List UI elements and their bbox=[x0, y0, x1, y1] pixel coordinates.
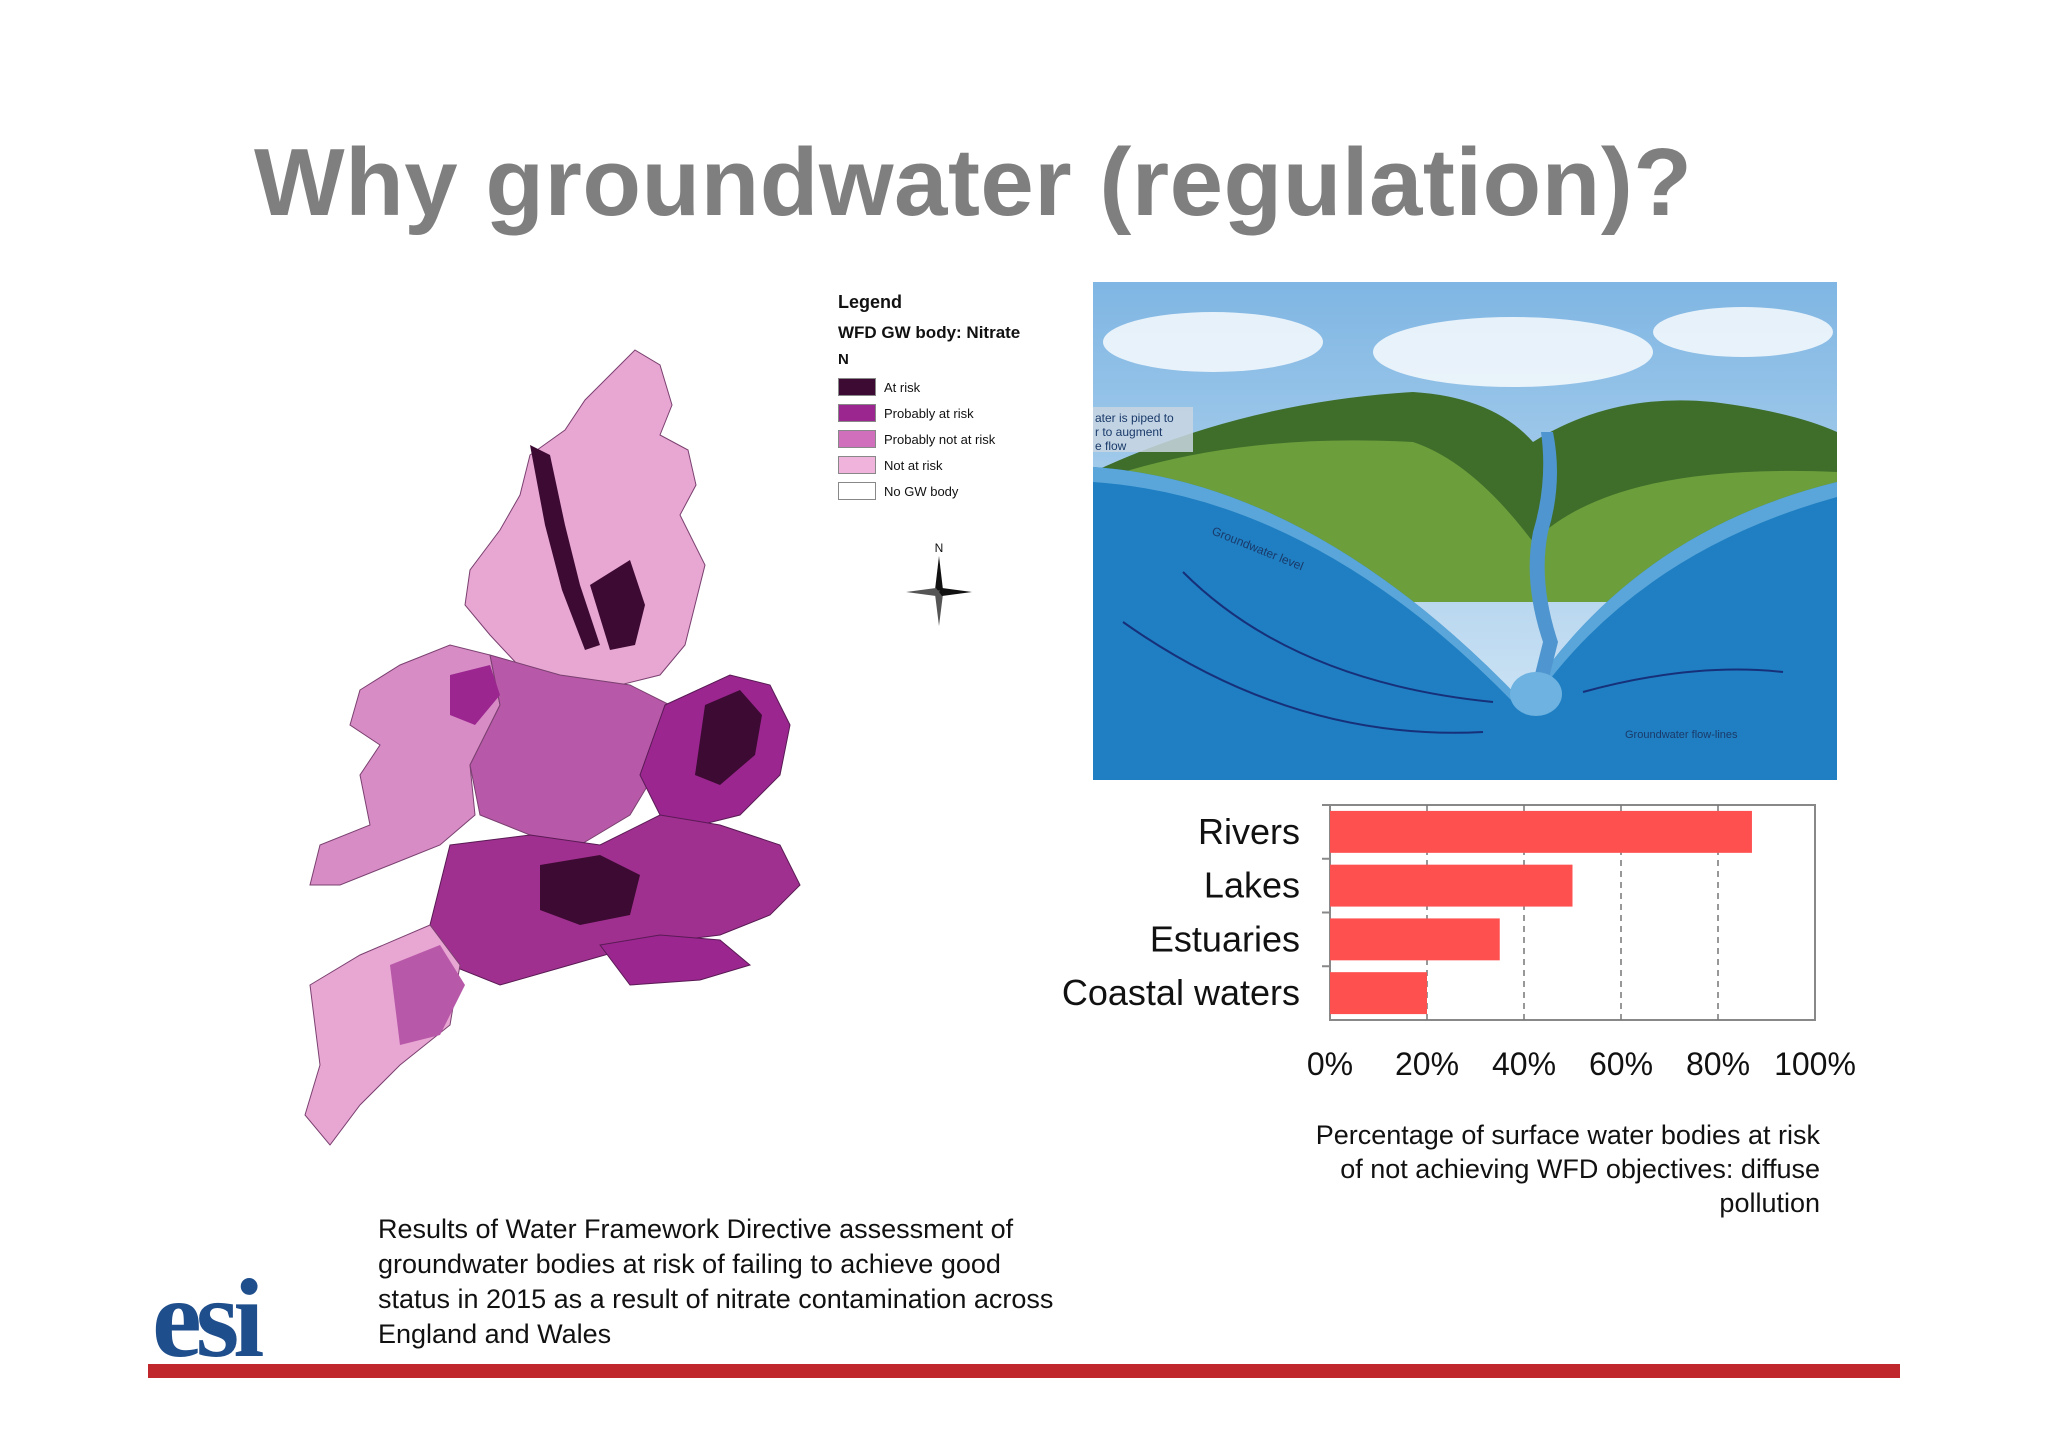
legend-label: No GW body bbox=[884, 483, 959, 499]
map-region-ridge2 bbox=[590, 560, 645, 650]
chart-category-label: Lakes bbox=[1204, 865, 1300, 906]
chart-bar-estuaries bbox=[1330, 918, 1500, 961]
legend-label: Probably at risk bbox=[884, 405, 974, 421]
map-region-south-atrisk bbox=[540, 855, 640, 925]
chart-tick-label: 100% bbox=[1774, 1046, 1856, 1082]
map-region-midlands bbox=[469, 654, 671, 846]
legend-n-label: N bbox=[838, 351, 849, 368]
map-region-east-atrisk bbox=[695, 690, 762, 785]
map-region-sw-mid bbox=[390, 945, 465, 1045]
compass-icon: N bbox=[906, 541, 972, 626]
legend-subtitle: WFD GW body: Nitrate bbox=[838, 323, 1021, 342]
diffuse-pollution-bar-chart: Rivers Lakes Estuaries Coastal waters 0% 20%… bbox=[1062, 804, 1856, 1082]
map-caption: Results of Water Framework Directive ass… bbox=[378, 1214, 1054, 1349]
legend-item-at-risk: At risk bbox=[838, 374, 1038, 400]
chart-bars bbox=[1330, 810, 1752, 1015]
chart-caption: Percentage of surface water bodies at ri… bbox=[1315, 1120, 1820, 1218]
chart-tick-label: 0% bbox=[1307, 1046, 1353, 1082]
legend-label: At risk bbox=[884, 379, 921, 395]
legend-swatch bbox=[838, 430, 876, 448]
legend-swatch bbox=[838, 456, 876, 474]
label-augment: r to augment bbox=[1095, 425, 1163, 439]
legend-swatch bbox=[838, 482, 876, 500]
chart-bar-coastal-waters bbox=[1330, 972, 1427, 1015]
legend-label: Probably not at risk bbox=[884, 431, 996, 447]
chart-category-labels: Rivers Lakes Estuaries Coastal waters bbox=[1062, 811, 1300, 1013]
chart-tick-label: 20% bbox=[1395, 1046, 1459, 1082]
label-flow-lines: Groundwater flow-lines bbox=[1625, 729, 1738, 741]
legend-item-not-at-risk: Not at risk bbox=[838, 452, 1038, 478]
groundwater-diagram: ater is piped to r to augment e flow Gro… bbox=[1093, 282, 1837, 780]
map-region-mid-pink bbox=[450, 665, 500, 725]
chart-bar-lakes bbox=[1330, 864, 1573, 907]
legend-swatch bbox=[838, 404, 876, 422]
chart-tick-label: 60% bbox=[1589, 1046, 1653, 1082]
map-region-south-coast bbox=[599, 934, 752, 986]
nitrate-risk-map bbox=[304, 349, 801, 1146]
logo-text: esi bbox=[152, 1272, 263, 1364]
legend-item-probably-at-risk: Probably at risk bbox=[838, 400, 1038, 426]
slide-title: Why groundwater (regulation)? bbox=[254, 129, 1693, 236]
chart-category-label: Coastal waters bbox=[1062, 972, 1300, 1013]
compass-n-label: N bbox=[935, 541, 944, 555]
chart-bar-rivers bbox=[1330, 810, 1752, 853]
chart-tick-labels: 0% 20% 40% 60% 80% 100% bbox=[1307, 1046, 1856, 1082]
bottom-accent-bar bbox=[148, 1364, 1900, 1378]
label-piped: ater is piped to bbox=[1095, 411, 1174, 425]
chart-category-label: Rivers bbox=[1198, 811, 1300, 852]
map-region-ridge bbox=[530, 445, 600, 650]
chart-category-label: Estuaries bbox=[1150, 918, 1300, 959]
chart-tick-label: 40% bbox=[1492, 1046, 1556, 1082]
esi-logo: esi bbox=[152, 1272, 269, 1364]
chart-tick-label: 80% bbox=[1686, 1046, 1750, 1082]
legend-item-probably-not-at-risk: Probably not at risk bbox=[838, 426, 1038, 452]
legend-title: Legend bbox=[838, 292, 903, 312]
legend-item-no-gw-body: No GW body bbox=[838, 478, 1038, 504]
map-legend: Legend WFD GW body: Nitrate N At risk Pr… bbox=[838, 292, 1038, 504]
legend-label: Not at risk bbox=[884, 457, 943, 473]
label-flow: e flow bbox=[1095, 439, 1127, 453]
legend-swatch bbox=[838, 378, 876, 396]
